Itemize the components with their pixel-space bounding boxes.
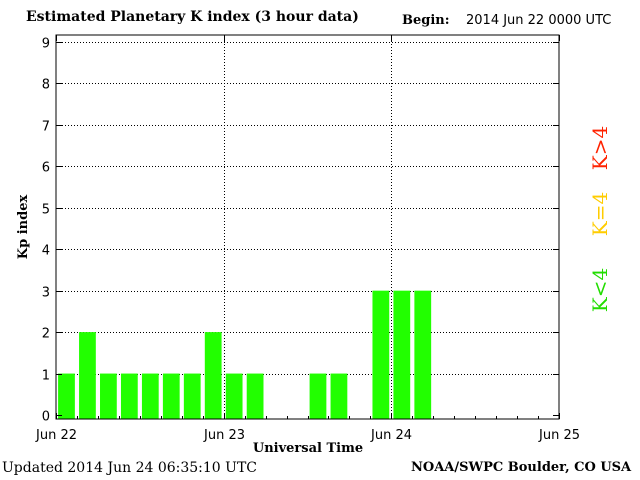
kp-bar [204, 332, 222, 419]
kp-bar [58, 373, 75, 419]
kp-bar [120, 373, 138, 419]
kp-bar [414, 290, 432, 419]
kp-bar [330, 373, 348, 419]
begin-label: Begin: [402, 13, 450, 28]
y-tick-label: 2 [42, 327, 50, 342]
kp-bar [79, 332, 96, 419]
kp-bar [141, 373, 159, 419]
y-tick-label: 7 [42, 120, 50, 135]
kp-bar [246, 373, 264, 419]
x-tick-label: Jun 25 [538, 428, 580, 443]
kp-bar [372, 290, 390, 419]
kp-bar [225, 373, 243, 419]
legend-k-low: K<4 [588, 268, 612, 312]
begin-value: 2014 Jun 22 0000 UTC [466, 13, 612, 28]
y-tick-label: 0 [42, 410, 50, 425]
y-tick-label: 6 [42, 161, 50, 176]
legend-k-high: K>4 [588, 126, 612, 170]
y-tick-label: 8 [42, 78, 50, 93]
x-tick-label: Jun 24 [370, 428, 412, 443]
y-tick-label: 5 [42, 203, 50, 218]
kp-bar [393, 290, 411, 419]
credit-text: NOAA/SWPC Boulder, CO USA [411, 460, 632, 475]
y-tick-label: 1 [42, 369, 50, 384]
y-tick-label: 3 [42, 286, 50, 301]
y-axis-label: Kp index [16, 195, 31, 260]
bars-layer [58, 290, 432, 419]
kp-bar [100, 373, 117, 419]
x-tick-label: Jun 22 [35, 428, 77, 443]
y-axis: 0 1 2 3 4 5 6 7 8 9 [42, 37, 559, 425]
kp-bar [162, 373, 180, 419]
legend-k-equal: K=4 [588, 192, 612, 236]
kp-bar [183, 373, 201, 419]
grid-layer [56, 35, 559, 419]
y-tick-label: 9 [42, 37, 50, 52]
plot-frame [55, 34, 560, 420]
chart-title: Estimated Planetary K index (3 hour data… [26, 9, 359, 25]
kp-bar [309, 373, 327, 419]
x-axis: Jun 22 Jun 23 Jun 24 Jun 25 [35, 35, 580, 443]
x-tick-label: Jun 23 [203, 428, 245, 443]
x-axis-label: Universal Time [253, 441, 363, 456]
updated-timestamp: Updated 2014 Jun 24 06:35:10 UTC [2, 460, 258, 476]
y-tick-label: 4 [42, 244, 50, 259]
